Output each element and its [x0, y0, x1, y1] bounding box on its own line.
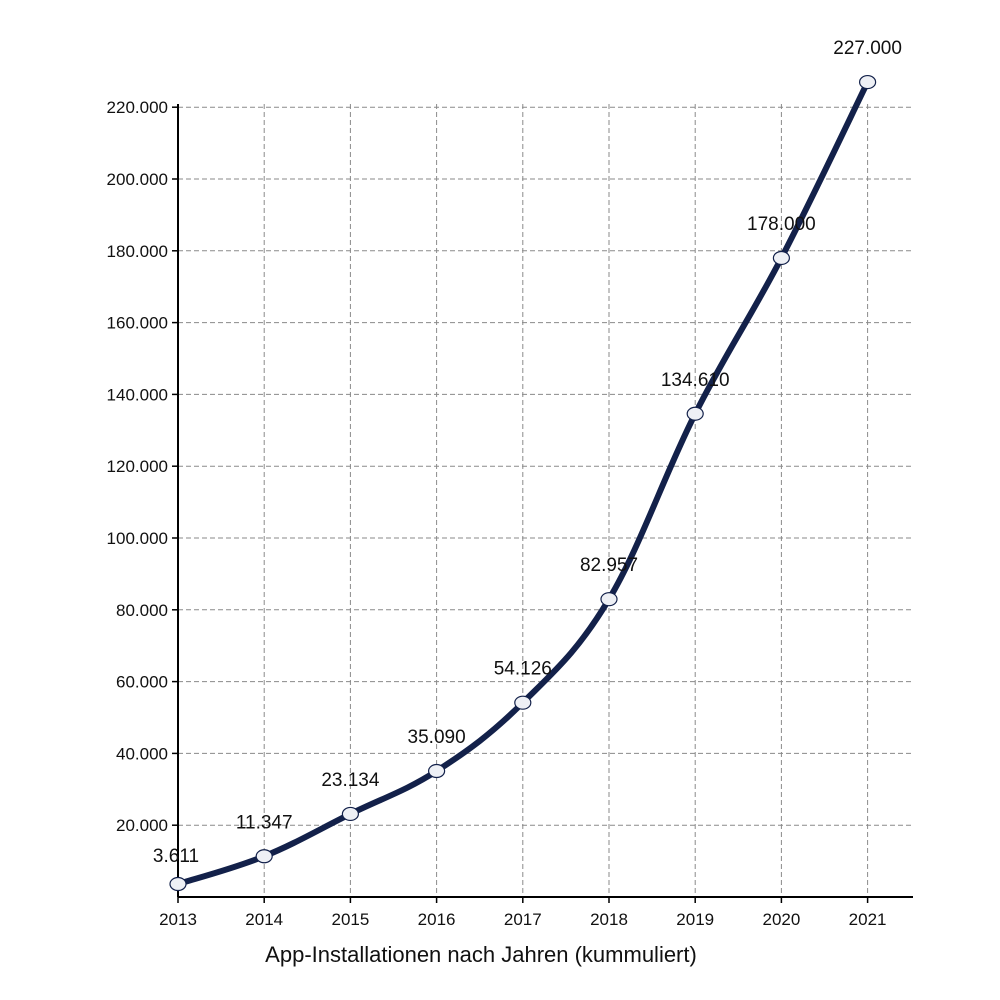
data-point	[858, 74, 877, 90]
x-tick-label: 2019	[676, 910, 714, 929]
data-point	[169, 876, 187, 892]
data-point	[772, 250, 791, 266]
y-tick-label: 80.000	[116, 601, 168, 620]
y-tick-label: 180.000	[107, 242, 168, 261]
data-label: 82.957	[580, 555, 638, 576]
x-axis-ticks: 2013 2014 2015 2016 2017 2018 2019 2020 2021	[159, 897, 887, 929]
y-tick-label: 120.000	[107, 457, 168, 476]
data-label: 178.000	[747, 214, 816, 235]
y-tick-label: 200.000	[107, 170, 168, 189]
x-tick-label: 2021	[849, 910, 887, 929]
data-label: 54.126	[494, 659, 552, 680]
series	[175, 79, 871, 888]
x-axis-title: App-Installationen nach Jahren (kummulie…	[265, 942, 697, 967]
x-tick-label: 2013	[159, 910, 197, 929]
data-label: 3.611	[153, 846, 199, 867]
x-tick-label: 2017	[504, 910, 542, 929]
data-points	[169, 74, 877, 892]
data-point	[255, 849, 273, 864]
y-tick-label: 160.000	[107, 314, 168, 333]
y-axis-ticks: 20.000 40.000 60.000 80.000 100.000 120.000 14…	[107, 98, 178, 835]
y-tick-label: 40.000	[116, 744, 168, 763]
data-label: 134.610	[661, 370, 730, 391]
x-tick-label: 2014	[245, 910, 283, 929]
y-tick-label: 140.000	[107, 385, 168, 404]
y-tick-label: 220.000	[107, 98, 168, 117]
x-tick-label: 2018	[590, 910, 628, 929]
data-labels: 3.611 11.347 23.134 35.090 54.126 82.957 134.6…	[153, 38, 902, 867]
data-label: 23.134	[321, 770, 380, 791]
series-line	[175, 79, 871, 888]
x-tick-label: 2016	[418, 910, 456, 929]
data-label: 227.000	[833, 38, 902, 59]
data-point	[514, 695, 532, 710]
y-tick-label: 20.000	[116, 816, 168, 835]
axes	[177, 104, 913, 898]
y-tick-label: 60.000	[116, 673, 168, 692]
data-label: 11.347	[236, 812, 293, 833]
data-point	[686, 406, 704, 421]
data-point	[600, 592, 618, 607]
data-point	[428, 763, 446, 779]
x-tick-label: 2015	[331, 910, 369, 929]
data-label: 35.090	[408, 727, 466, 748]
x-tick-label: 2020	[762, 910, 800, 929]
y-tick-label: 100.000	[107, 529, 168, 548]
data-point	[341, 806, 359, 822]
